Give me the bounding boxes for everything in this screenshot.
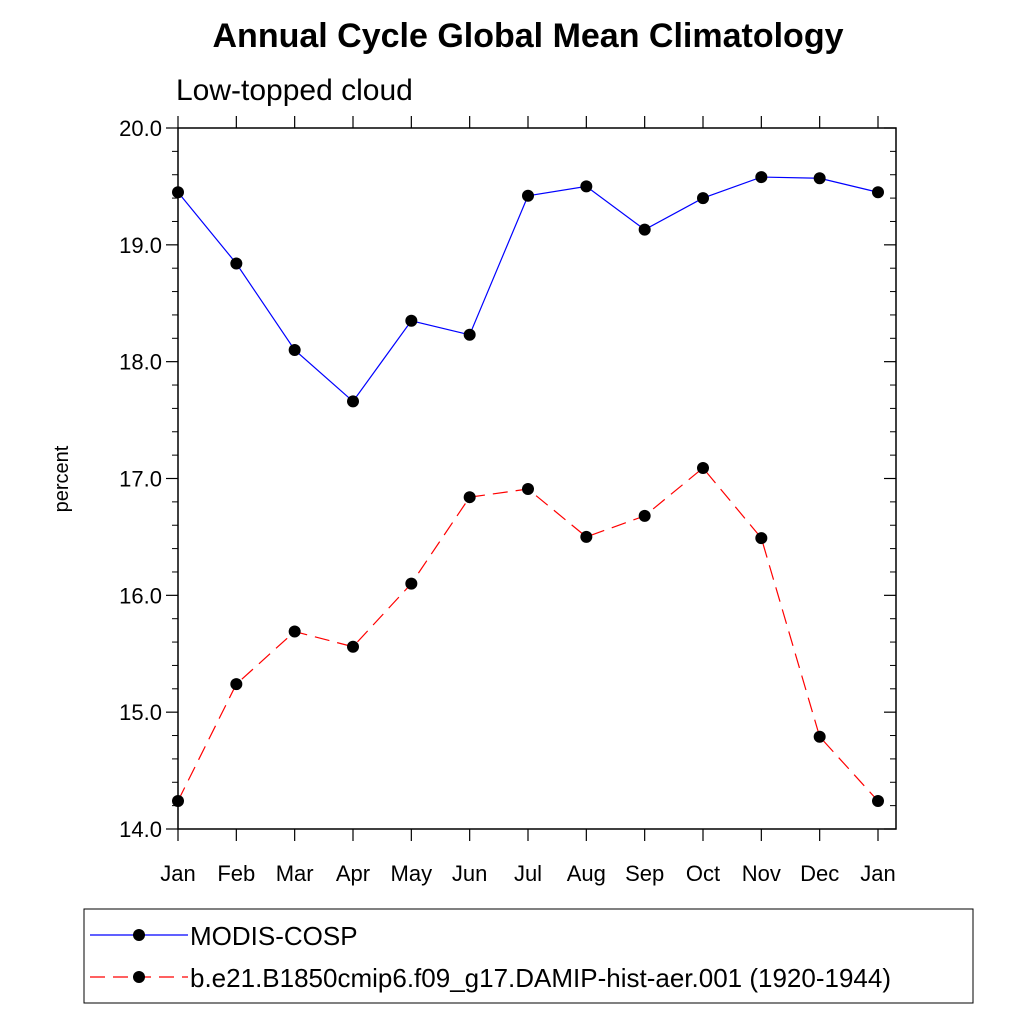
data-point bbox=[463, 491, 476, 504]
series-line bbox=[177, 467, 879, 802]
x-tick-label: Aug bbox=[567, 861, 606, 886]
legend-marker-damip bbox=[133, 971, 145, 983]
x-tick-label: Jul bbox=[514, 861, 542, 886]
x-tick-label: Feb bbox=[217, 861, 255, 886]
x-tick-label: Mar bbox=[276, 861, 314, 886]
series-1 bbox=[172, 461, 884, 807]
y-tick-label: 19.0 bbox=[119, 233, 162, 258]
data-point bbox=[813, 172, 826, 185]
data-point bbox=[347, 395, 359, 408]
data-point bbox=[522, 483, 534, 496]
y-tick-label: 18.0 bbox=[119, 350, 162, 375]
y-tick-label: 15.0 bbox=[119, 700, 162, 725]
data-point bbox=[872, 794, 884, 807]
x-tick-label: Nov bbox=[742, 861, 781, 886]
x-tick-label: Jun bbox=[452, 861, 487, 886]
plot-frame bbox=[177, 127, 897, 830]
data-point bbox=[638, 223, 651, 236]
y-tick-label: 17.0 bbox=[119, 467, 162, 492]
data-point bbox=[347, 640, 359, 653]
x-tick-label: Dec bbox=[800, 861, 839, 886]
data-point bbox=[230, 678, 243, 691]
data-point bbox=[697, 461, 709, 474]
data-point bbox=[230, 257, 243, 270]
y-tick-label: 20.0 bbox=[119, 116, 162, 141]
data-point bbox=[580, 180, 593, 193]
data-point bbox=[580, 530, 593, 543]
series-line bbox=[177, 176, 879, 403]
series-layer bbox=[172, 171, 884, 807]
chart-subtitle: Low-topped cloud bbox=[176, 74, 413, 107]
legend-marker-modis bbox=[133, 929, 145, 941]
data-point bbox=[638, 509, 651, 522]
y-tick-label: 14.0 bbox=[119, 817, 162, 842]
x-tick-label: Oct bbox=[686, 861, 720, 886]
x-tick-label: Sep bbox=[625, 861, 664, 886]
legend-box bbox=[83, 908, 974, 1004]
data-point bbox=[463, 328, 476, 341]
data-point bbox=[813, 730, 826, 743]
data-point bbox=[405, 577, 418, 590]
data-point bbox=[288, 343, 301, 356]
data-point bbox=[288, 625, 301, 638]
legend-label-modis: MODIS-COSP bbox=[190, 921, 358, 951]
data-point bbox=[697, 192, 709, 205]
legend-label-damip: b.e21.B1850cmip6.f09_g17.DAMIP-hist-aer.… bbox=[190, 963, 891, 993]
y-axis-label: percent bbox=[51, 445, 73, 512]
data-point bbox=[755, 532, 768, 545]
data-point bbox=[755, 171, 768, 184]
chart-title: Annual Cycle Global Mean Climatology bbox=[213, 17, 844, 55]
x-tick-label: Jan bbox=[860, 861, 895, 886]
data-point bbox=[405, 314, 418, 327]
data-point bbox=[872, 186, 884, 199]
axes: 14.0 15.0 16.0 17.0 18.0 19.0 20.0 Jan Feb Mar Apr… bbox=[119, 116, 896, 886]
data-point bbox=[522, 189, 534, 202]
x-tick-label: Jan bbox=[160, 861, 195, 886]
x-tick-label: May bbox=[391, 861, 433, 886]
series-0 bbox=[172, 171, 884, 408]
y-tick-label: 16.0 bbox=[119, 583, 162, 608]
legend: MODIS-COSP b.e21.B1850cmip6.f09_g17.DAMI… bbox=[83, 908, 974, 1004]
x-tick-label: Apr bbox=[336, 861, 370, 886]
